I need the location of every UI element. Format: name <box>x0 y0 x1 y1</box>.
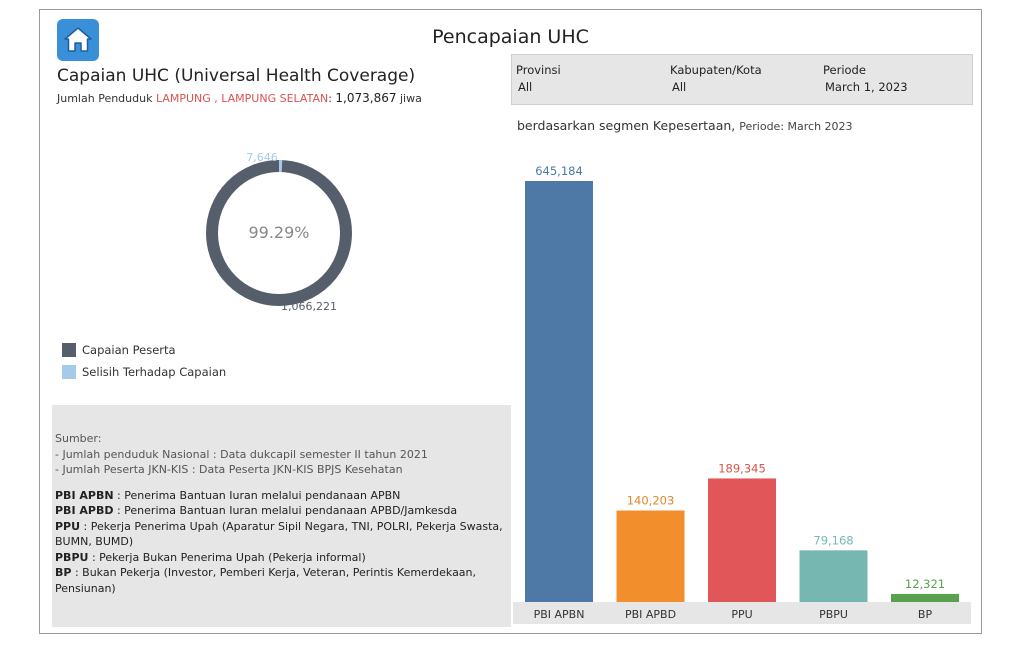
legend-label-selisih: Selisih Terhadap Capaian <box>82 365 227 379</box>
bar-value-label: 189,345 <box>718 461 766 475</box>
segment-bar-chart: 645,184 PBI APBN 140,203 PBI APBD 189,345 PPU… <box>513 164 971 624</box>
filter-provinsi-label: Provinsi <box>516 63 561 77</box>
definition-item: PBI APBD : Penerima Bantuan Iuran melalu… <box>55 503 507 519</box>
definition-term: BP <box>55 566 72 579</box>
definition-desc: : Penerima Bantuan Iuran melalui pendana… <box>113 488 401 502</box>
population-unit: jiwa <box>396 92 422 105</box>
definition-term: PBI APBN <box>55 488 114 502</box>
segment-title-text: berdasarkan segmen Kepesertaan, <box>517 118 740 133</box>
filter-periode-value[interactable]: March 1, 2023 <box>825 80 908 94</box>
donut-gap-label: 7,646 <box>246 151 278 164</box>
definition-item: PBPU : Pekerja Bukan Penerima Upah (Peke… <box>55 550 507 566</box>
definition-desc: : Penerima Bantuan Iuran melalui pendana… <box>113 504 458 517</box>
population-prefix: Jumlah Penduduk <box>57 92 156 105</box>
filter-provinsi[interactable]: Provinsi All <box>516 63 561 94</box>
x-tick-label: PBI APBN <box>534 608 585 621</box>
definition-desc: : Bukan Pekerja (Investor, Pemberi Kerja… <box>55 566 477 595</box>
home-icon <box>64 27 92 52</box>
source-line: - Jumlah penduduk Nasional : Data dukcap… <box>55 447 428 461</box>
segment-title: berdasarkan segmen Kepesertaan, Periode:… <box>517 118 853 133</box>
filter-panel: Provinsi All Kabupaten/Kota All Periode … <box>511 54 973 105</box>
definition-desc: : Pekerja Penerima Upah (Aparatur Sipil … <box>55 519 503 549</box>
x-axis-band <box>513 602 971 624</box>
bar-value-label: 12,321 <box>905 577 945 591</box>
section-title: Capaian UHC (Universal Health Coverage) <box>57 66 416 86</box>
definition-item: BP : Bukan Pekerja (Investor, Pemberi Ke… <box>55 565 507 596</box>
legend-label-capaian: Capaian Peserta <box>82 343 176 357</box>
x-tick-label: PBI APBD <box>625 608 676 621</box>
bar-value-label: 645,184 <box>535 164 583 178</box>
population-line: Jumlah Penduduk LAMPUNG , LAMPUNG SELATA… <box>57 91 422 105</box>
definition-term: PBPU <box>55 550 89 564</box>
definition-term: PPU <box>55 519 81 533</box>
x-tick-label: PPU <box>731 608 752 621</box>
definition-item: PPU : Pekerja Penerima Upah (Aparatur Si… <box>55 519 507 550</box>
donut-legend: Capaian Peserta Selisih Terhadap Capaian <box>62 340 226 384</box>
bar-pbi-apbn[interactable] <box>525 181 593 602</box>
population-region: LAMPUNG , LAMPUNG SELATAN <box>155 92 329 105</box>
population-value: 1,073,867 <box>335 91 397 105</box>
dashboard-title: Pencapaian UHC <box>432 26 589 48</box>
donut-center-label: 99.29% <box>248 223 309 242</box>
bar-value-label: 79,168 <box>813 533 853 547</box>
legend-item-selisih[interactable]: Selisih Terhadap Capaian <box>62 362 226 382</box>
x-tick-label: PBPU <box>819 608 848 621</box>
bar-pbpu[interactable] <box>799 550 868 602</box>
filter-kabupaten-label: Kabupaten/Kota <box>670 63 762 77</box>
definition-term: PBI APBD <box>55 504 114 517</box>
bar-pbi-apbd[interactable] <box>616 510 685 602</box>
home-button[interactable] <box>57 19 99 61</box>
filter-periode[interactable]: Periode March 1, 2023 <box>823 63 908 94</box>
population-colon: : <box>328 92 336 105</box>
donut-achieved-label: 1,066,221 <box>281 300 337 313</box>
definition-desc: : Pekerja Bukan Penerima Upah (Pekerja i… <box>88 550 366 564</box>
notes-panel: Sumber: - Jumlah penduduk Nasional : Dat… <box>52 405 511 627</box>
filter-kabupaten[interactable]: Kabupaten/Kota All <box>670 63 762 94</box>
bar-ppu[interactable] <box>708 478 776 602</box>
source-line: - Jumlah Peserta JKN-KIS : Data Peserta … <box>55 463 403 476</box>
segment-period-label: Periode: <box>739 120 788 133</box>
legend-item-capaian[interactable]: Capaian Peserta <box>62 340 226 360</box>
uhc-donut-chart: 99.29% 7,646 1,066,221 <box>206 151 352 313</box>
legend-swatch-capaian <box>62 343 76 357</box>
segment-period-value: March 2023 <box>787 120 853 133</box>
legend-swatch-selisih <box>62 365 76 379</box>
filter-kabupaten-value[interactable]: All <box>672 80 687 94</box>
filter-periode-label: Periode <box>823 63 866 77</box>
source-title: Sumber: <box>55 432 102 445</box>
x-tick-label: BP <box>918 608 933 621</box>
bar-value-label: 140,203 <box>627 494 675 508</box>
filter-provinsi-value[interactable]: All <box>518 80 533 94</box>
definition-item: PBI APBN : Penerima Bantuan Iuran melalu… <box>55 488 507 504</box>
bar-bp[interactable] <box>891 593 959 602</box>
